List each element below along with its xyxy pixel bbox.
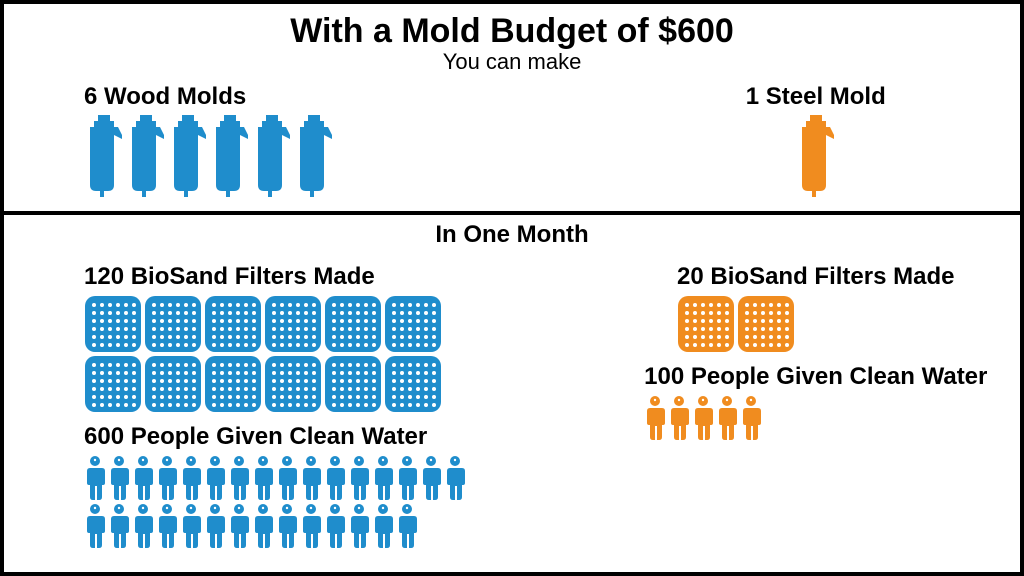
mold-icon [168,115,208,197]
mold-icon [84,115,124,197]
steel-mold-label: 1 Steel Mold [746,83,886,111]
mold-icon [210,115,250,197]
wood-people-label: 600 People Given Clean Water [84,423,474,451]
wood-filters-label: 120 BioSand Filters Made [84,263,456,291]
steel-mold-icons [796,115,836,197]
person-icon [396,503,418,549]
filter-icon [144,355,202,413]
filter-icon [204,295,262,353]
person-icon [228,503,250,549]
person-icon [644,395,666,441]
bottom-panel: In One Month 120 BioSand Filters Made 60… [4,215,1020,572]
filter-icon [264,355,322,413]
person-icon [180,455,202,501]
person-icon [420,455,442,501]
steel-mold-block: 1 Steel Mold [532,83,1000,197]
person-icon [252,503,274,549]
person-icon [252,455,274,501]
person-icon [300,503,322,549]
steel-filters-label: 20 BioSand Filters Made [677,263,954,291]
person-icon [156,455,178,501]
mold-icon [294,115,334,197]
month-title: In One Month [24,221,1000,249]
top-panel: With a Mold Budget of $600 You can make … [4,4,1020,215]
filter-icon [144,295,202,353]
filter-icon [737,295,795,353]
person-icon [372,503,394,549]
wood-molds-label: 6 Wood Molds [84,83,246,111]
steel-filters-block: 20 BioSand Filters Made [677,263,954,353]
mold-icon [252,115,292,197]
filter-icon [324,295,382,353]
person-icon [132,503,154,549]
wood-molds-block: 6 Wood Molds [24,83,532,197]
person-icon [396,455,418,501]
person-icon [228,455,250,501]
filter-icon [264,295,322,353]
filter-icon [384,295,442,353]
filter-icon [204,355,262,413]
person-icon [108,455,130,501]
person-icon [716,395,738,441]
infographic-frame: With a Mold Budget of $600 You can make … [0,0,1024,576]
person-icon [324,455,346,501]
person-icon [276,503,298,549]
person-icon [84,503,106,549]
filter-icon [84,295,142,353]
person-icon [324,503,346,549]
person-icon [300,455,322,501]
person-icon [108,503,130,549]
steel-people-icons [644,395,774,441]
mold-icon [126,115,166,197]
person-icon [180,503,202,549]
filter-icon [324,355,382,413]
wood-people-block: 600 People Given Clean Water [84,423,474,549]
person-icon [84,455,106,501]
wood-filters-block: 120 BioSand Filters Made [84,263,456,413]
wood-filters-icons [84,295,456,413]
person-icon [204,503,226,549]
person-icon [276,455,298,501]
person-icon [156,503,178,549]
person-icon [668,395,690,441]
person-icon [348,503,370,549]
person-icon [692,395,714,441]
wood-molds-icons [84,115,334,197]
person-icon [444,455,466,501]
subtitle: You can make [24,49,1000,75]
filter-icon [677,295,735,353]
main-title: With a Mold Budget of $600 [24,12,1000,51]
mold-icon [796,115,836,197]
filter-icon [384,355,442,413]
filter-icon [84,355,142,413]
steel-filters-icons [677,295,801,353]
person-icon [132,455,154,501]
person-icon [740,395,762,441]
steel-people-label: 100 People Given Clean Water [644,363,987,391]
person-icon [204,455,226,501]
person-icon [348,455,370,501]
wood-people-icons [84,455,474,549]
person-icon [372,455,394,501]
steel-people-block: 100 People Given Clean Water [644,363,987,441]
